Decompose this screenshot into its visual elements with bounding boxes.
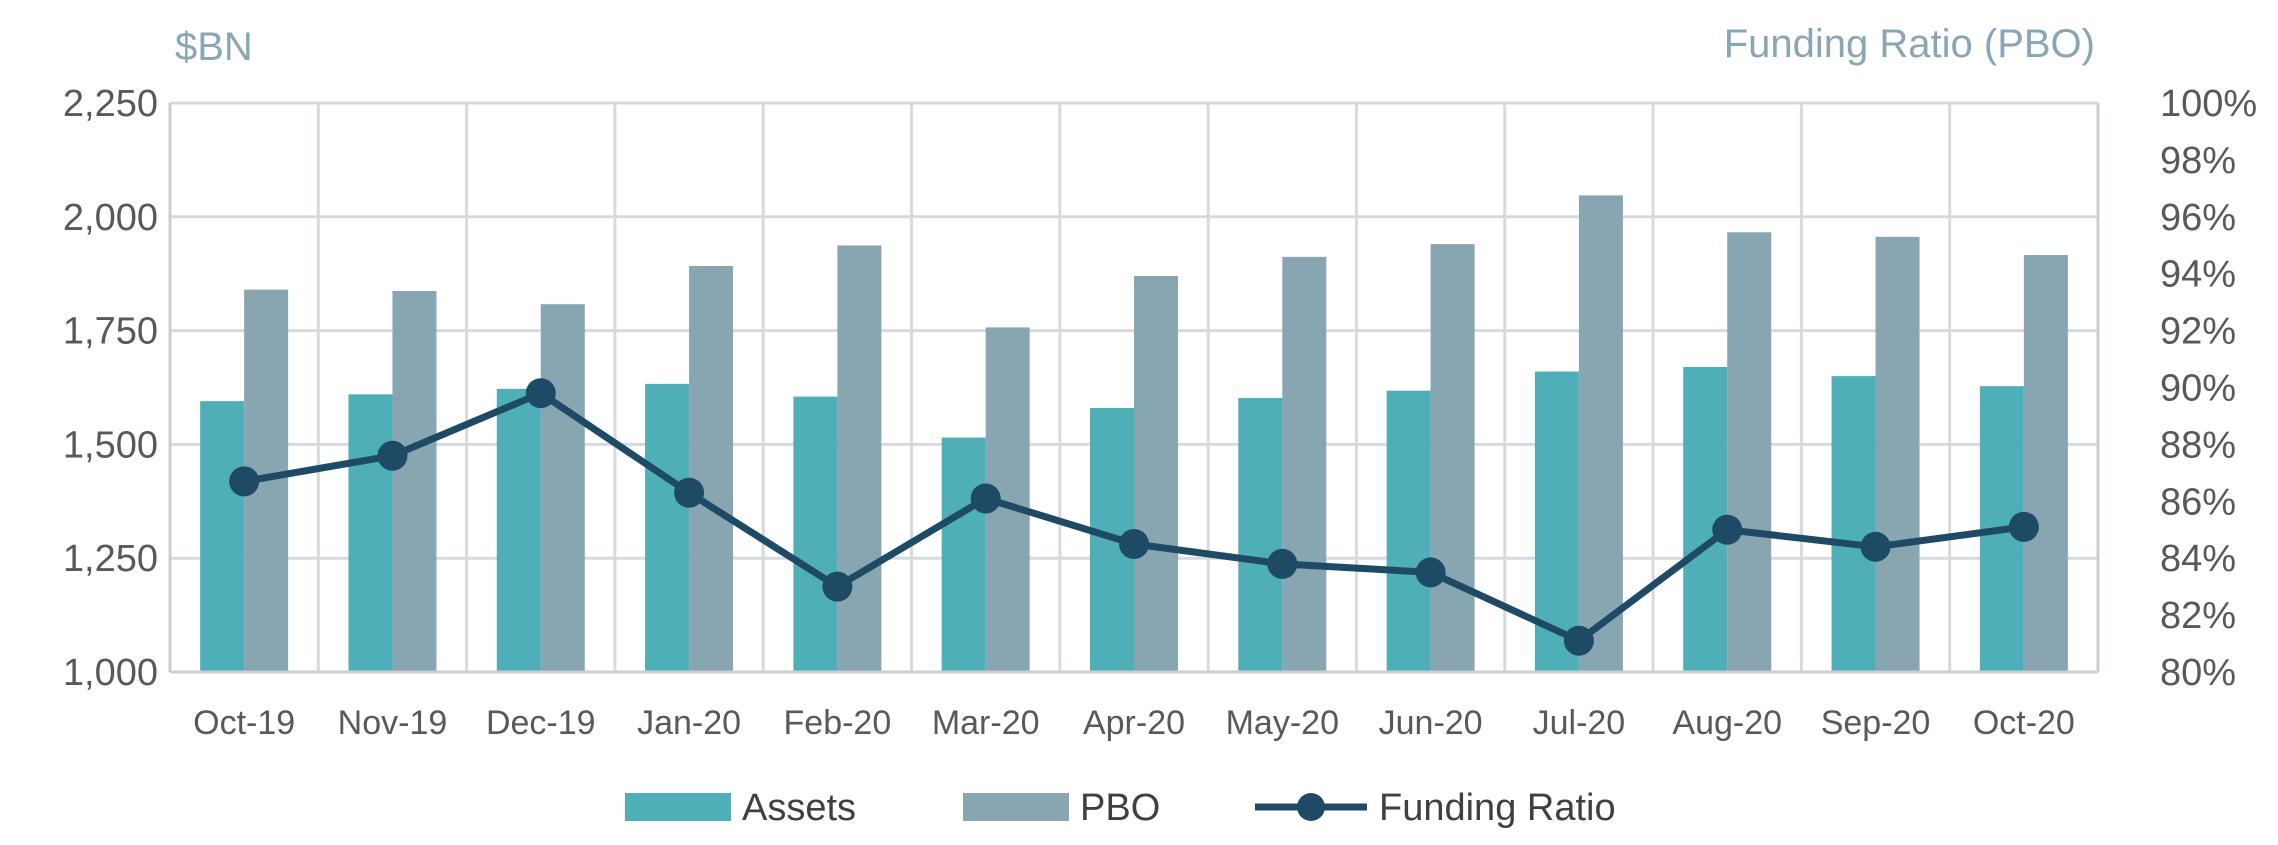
right-axis-tick-label: 82% [2160,595,2236,637]
assets-bar [941,437,986,672]
x-axis-category-label: Jan-20 [637,704,741,742]
assets-bar [645,383,690,672]
x-axis-category-label: May-20 [1226,704,1339,742]
bars [200,195,2068,673]
pbo-bar [1578,195,1623,673]
right-axis-tick-label: 88% [2160,424,2236,466]
right-axis-tick-label: 100% [2160,83,2257,125]
legend: Assets PBO Funding Ratio [625,787,1616,829]
funding-ratio-marker [970,483,1001,514]
assets-legend-swatch [625,793,731,821]
pbo-bar [837,245,882,672]
axes: 1,000 1,250 1,500 1,750 2,000 2,250 80% 82% 84% 8… [63,83,2257,742]
x-axis-category-label: Feb-20 [784,704,892,742]
x-axis-category-label: Oct-20 [1973,704,2075,742]
pbo-legend-label: PBO [1080,787,1160,829]
left-axis-tick-label: 1,000 [63,652,158,694]
left-axis-tick-label: 1,250 [63,538,158,580]
pbo-bar [1282,256,1327,672]
x-axis-category-label: Dec-19 [486,704,596,742]
funding-ratio-line-layer [229,378,2039,656]
funding-ratio-marker [674,477,705,508]
assets-bar [1831,376,1876,672]
right-axis-tick-label: 84% [2160,538,2236,580]
funding-ratio-marker [525,378,556,409]
assets-bar [200,401,245,672]
funding-ratio-legend-marker [1297,793,1325,821]
funding-ratio-marker [1267,548,1298,579]
right-axis-tick-label: 86% [2160,481,2236,523]
left-axis-tick-label: 2,000 [63,197,158,239]
right-axis-tick-label: 92% [2160,311,2236,353]
x-axis-category-label: Apr-20 [1083,704,1185,742]
assets-bar [1238,397,1283,672]
right-axis-tick-label: 98% [2160,140,2236,182]
x-axis-category-label: Oct-19 [193,704,295,742]
funding-ratio-marker [2008,511,2039,542]
right-axis-title: Funding Ratio (PBO) [1724,22,2095,66]
left-axis-unit-label: $BN [175,25,253,69]
x-axis-category-label: Mar-20 [932,704,1040,742]
funding-ratio-marker [822,571,853,602]
right-axis-tick-label: 90% [2160,368,2236,410]
pbo-bar [689,265,734,672]
funding-ratio-marker [1119,528,1149,559]
assets-bar [1386,390,1431,672]
funding-ratio-marker [229,466,260,497]
left-axis-tick-label: 1,500 [63,424,158,466]
x-axis-category-label: Jul-20 [1533,704,1626,742]
pbo-bar [1875,236,1920,672]
pbo-bar [1727,232,1772,672]
funding-ratio-marker [1712,514,1743,545]
funding-ratio-marker [1860,531,1891,562]
pbo-bar [2023,255,2068,672]
funding-ratio-legend-label: Funding Ratio [1379,787,1616,829]
right-axis-tick-label: 80% [2160,652,2236,694]
pbo-bar [392,290,437,672]
assets-legend-label: Assets [742,787,856,829]
assets-bar [793,396,838,672]
x-axis-category-label: Aug-20 [1672,704,1782,742]
right-axis-tick-label: 96% [2160,197,2236,239]
funding-ratio-marker [1563,625,1594,656]
assets-bar [496,388,541,672]
funding-ratio-marker [1415,557,1446,588]
x-axis-category-label: Nov-19 [338,704,448,742]
left-axis-tick-label: 2,250 [63,83,158,125]
funding-ratio-marker [377,440,408,471]
left-axis-tick-label: 1,750 [63,311,158,353]
x-axis-category-label: Jun-20 [1379,704,1483,742]
assets-bar [348,394,393,672]
pbo-bar [1134,275,1178,672]
pbo-bar [1430,244,1475,672]
right-axis-tick-label: 94% [2160,254,2236,296]
x-axis-category-label: Sep-20 [1821,704,1931,742]
pbo-legend-swatch [963,793,1069,821]
pbo-bar [540,304,585,672]
